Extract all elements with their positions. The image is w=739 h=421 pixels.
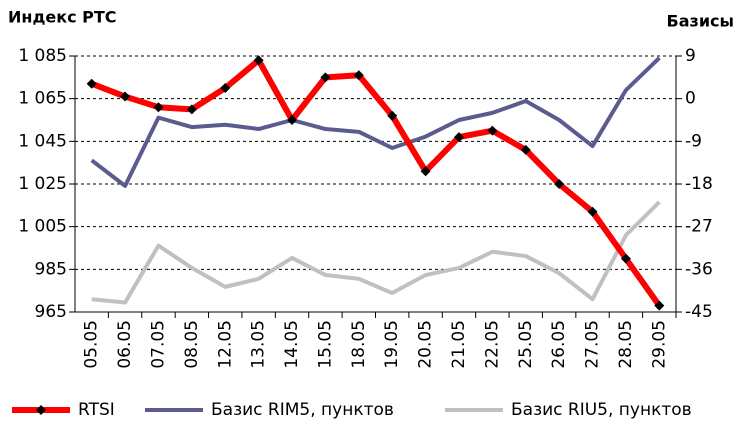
y-tick-label: 1 025 xyxy=(18,174,67,194)
y2-tick-label: -27 xyxy=(685,217,713,237)
marker xyxy=(487,125,498,136)
legend-label: Базис RIM5, пунктов xyxy=(211,400,394,420)
legend-marker xyxy=(36,405,46,415)
x-tick-label: 08.05 xyxy=(182,320,202,369)
marker xyxy=(86,78,97,89)
x-tick-label: 15.05 xyxy=(315,320,335,369)
x-tick-label: 07.05 xyxy=(148,320,168,369)
y2-tick-label: -18 xyxy=(685,174,713,194)
x-tick-label: 21.05 xyxy=(449,320,469,369)
x-tick-label: 12.05 xyxy=(215,320,235,369)
marker xyxy=(153,102,164,113)
marker xyxy=(353,70,364,81)
y-tick-label: 1 065 xyxy=(18,89,67,109)
y2-tick-label: -36 xyxy=(685,259,713,279)
marker xyxy=(453,132,464,143)
y-tick-label: 965 xyxy=(35,302,67,322)
y2-tick-label: -45 xyxy=(685,302,713,322)
series-line xyxy=(91,200,661,305)
y2-tick-label: -9 xyxy=(685,131,702,151)
x-tick-label: 25.05 xyxy=(516,320,536,369)
x-tick-label: 28.05 xyxy=(616,320,636,369)
marker xyxy=(120,91,131,102)
x-tick-label: 13.05 xyxy=(249,320,269,369)
x-tick-label: 29.05 xyxy=(649,320,669,369)
x-tick-label: 26.05 xyxy=(549,320,569,369)
marker xyxy=(186,104,197,115)
marker xyxy=(253,55,264,66)
x-tick-label: 19.05 xyxy=(382,320,402,369)
marker xyxy=(587,206,598,217)
marker xyxy=(620,253,631,264)
series-line xyxy=(90,56,661,188)
y-tick-label: 1 005 xyxy=(18,217,67,237)
series-line xyxy=(90,57,662,308)
marker xyxy=(420,166,431,177)
x-tick-label: 27.05 xyxy=(583,320,603,369)
marker xyxy=(387,110,398,121)
x-tick-label: 06.05 xyxy=(115,320,135,369)
y2-tick-label: 9 xyxy=(685,46,696,66)
marker xyxy=(220,83,231,93)
x-tick-label: 14.05 xyxy=(282,320,302,369)
marker xyxy=(320,72,331,83)
marker xyxy=(520,144,531,155)
y-tick-label: 985 xyxy=(35,259,67,279)
marker xyxy=(287,115,298,125)
legend-label: Базис RIU5, пунктов xyxy=(511,400,692,420)
x-tick-label: 18.05 xyxy=(349,320,369,369)
y-tick-label: 1 045 xyxy=(18,131,67,151)
y2-tick-label: 0 xyxy=(685,89,696,109)
x-tick-label: 05.05 xyxy=(82,320,102,369)
y-axis-title: Индекс РТС xyxy=(8,8,117,27)
x-tick-label: 22.05 xyxy=(482,320,502,369)
y-tick-label: 1 085 xyxy=(18,46,67,66)
marker xyxy=(554,179,565,189)
marker xyxy=(654,300,665,311)
y2-axis-title: Базисы xyxy=(667,12,734,31)
legend-label: RTSI xyxy=(78,400,115,420)
x-tick-label: 20.05 xyxy=(416,320,436,369)
